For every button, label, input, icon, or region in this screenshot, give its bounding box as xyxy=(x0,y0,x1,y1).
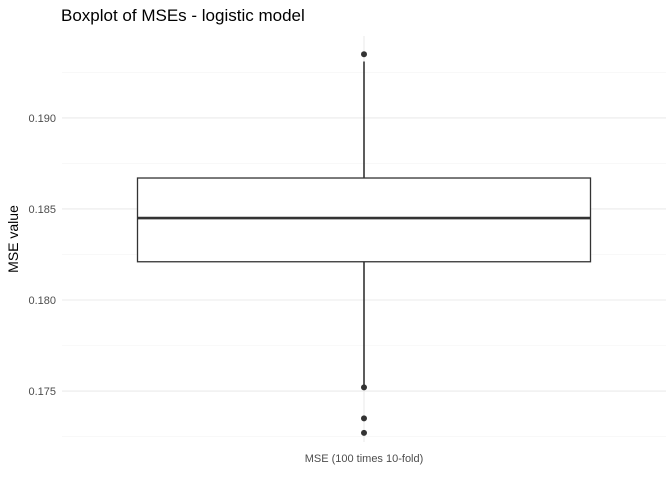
outlier-point xyxy=(361,384,367,391)
y-tick-label: 0.180 xyxy=(28,295,56,307)
x-tick-label: MSE (100 times 10-fold) xyxy=(305,453,424,465)
outlier-point xyxy=(361,429,367,436)
y-axis-ticks: 0.175 0.180 0.185 0.190 xyxy=(28,113,56,398)
y-axis-title: MSE value xyxy=(5,205,21,273)
chart-title: Boxplot of MSEs - logistic model xyxy=(61,6,305,25)
outlier-point xyxy=(361,415,367,422)
outlier-point xyxy=(361,51,367,58)
y-tick-label: 0.185 xyxy=(28,204,56,216)
box-layer xyxy=(136,51,592,436)
y-tick-label: 0.175 xyxy=(28,386,56,398)
y-tick-label: 0.190 xyxy=(28,113,56,125)
box-iqr xyxy=(136,177,592,263)
x-axis-ticks: MSE (100 times 10-fold) xyxy=(305,453,424,465)
